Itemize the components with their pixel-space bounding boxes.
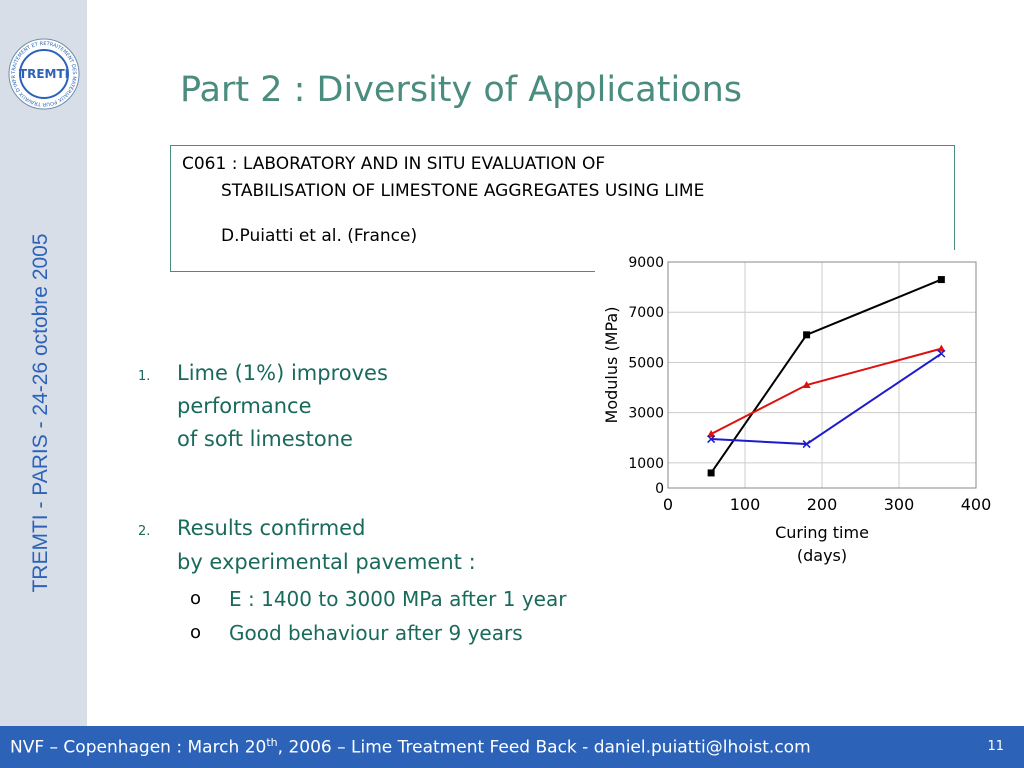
list-number-1: 1. — [138, 369, 151, 384]
y-tick-label-4: 7000 — [628, 305, 664, 321]
series-2-point-3 — [937, 344, 946, 352]
reference-title-line-2: STABILISATION OF LIMESTONE AGGREGATES US… — [221, 181, 705, 201]
sidebar-conference-text: TREMTI - PARIS - 24-26 octobre 2005 — [29, 233, 52, 593]
bullet-marker-1: o — [190, 588, 202, 609]
point-1-line-1: Lime (1%) improves — [177, 361, 388, 385]
point-2-line-2: by experimental pavement : — [177, 550, 476, 574]
reference-title-line-1: C061 : LABORATORY AND IN SITU EVALUATION… — [182, 154, 606, 174]
y-tick-label-1: 1000 — [628, 456, 664, 472]
x-axis-label-line-2: (days) — [797, 546, 847, 565]
x-tick-label-1: 100 — [730, 495, 761, 514]
x-tick-label-2: 200 — [807, 495, 838, 514]
reference-author: D.Puiatti et al. (France) — [221, 226, 418, 246]
list-number-2: 2. — [138, 524, 151, 539]
x-tick-label-3: 300 — [884, 495, 915, 514]
y-tick-label-0: 0 — [655, 481, 664, 497]
y-axis-label: Modulus (MPa) — [602, 307, 621, 424]
footer-text: NVF – Copenhagen : March 20th, 2006 – Li… — [10, 736, 811, 758]
series-1-point-3 — [937, 276, 945, 284]
x-tick-label-0: 0 — [663, 495, 673, 514]
sidebar: TRAITEMENT ET RETRAITEMENT DES MATÉRIAUX… — [0, 0, 87, 726]
page-number: 11 — [987, 739, 1004, 754]
series-3-point-3 — [937, 349, 946, 358]
series-2-point-1 — [707, 430, 716, 438]
bullet-text-1: E : 1400 to 3000 MPa after 1 year — [229, 587, 567, 611]
series-3-point-1 — [707, 435, 716, 444]
series-1-point-1 — [707, 469, 715, 477]
footer-prefix: NVF – Copenhagen : March 20 — [10, 737, 267, 758]
point-1-line-3: of soft limestone — [177, 427, 353, 451]
series-2-line — [710, 347, 942, 435]
tremti-logo: TRAITEMENT ET RETRAITEMENT DES MATÉRIAUX… — [5, 34, 80, 114]
slide-title: Part 2 : Diversity of Applications — [180, 70, 743, 110]
series-2-point-2 — [802, 381, 811, 389]
x-tick-label-4: 400 — [961, 495, 992, 514]
series-1-point-2 — [803, 331, 811, 339]
x-axis-label-line-1: Curing time — [775, 523, 869, 542]
bullet-text-2: Good behaviour after 9 years — [229, 621, 523, 645]
logo-center-text: TREMTI — [19, 67, 69, 81]
modulus-chart-svg: 0 1000 3000 5000 7000 9000 0 100 200 300 400 Curing… — [602, 255, 992, 565]
modulus-chart: 0 1000 3000 5000 7000 9000 0 100 200 300 400 Curing… — [595, 250, 1015, 580]
footer-bar: NVF – Copenhagen : March 20th, 2006 – Li… — [0, 726, 1024, 768]
y-tick-label-5: 9000 — [628, 255, 664, 271]
point-2-line-1: Results confirmed — [177, 516, 366, 540]
point-1-line-2: performance — [177, 394, 312, 418]
footer-suffix: , 2006 – Lime Treatment Feed Back - dani… — [277, 737, 811, 758]
series-3-point-2 — [802, 440, 811, 449]
footer-superscript: th — [266, 736, 278, 749]
bullet-marker-2: o — [190, 622, 202, 643]
series-3-line — [711, 352, 942, 446]
y-tick-label-3: 5000 — [628, 355, 664, 371]
plot-frame — [667, 261, 977, 489]
y-tick-label-2: 3000 — [628, 406, 664, 422]
